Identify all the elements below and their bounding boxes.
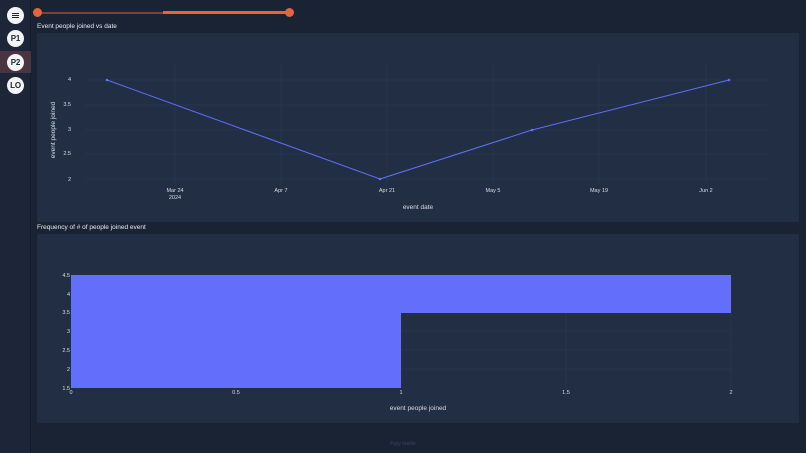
- menu-button[interactable]: [0, 4, 31, 26]
- bar-chart-y-ticks: 4.5 4 3.5 3 2.5 2 1.5: [62, 273, 70, 392]
- nav-p1-label: P1: [7, 29, 24, 47]
- svg-text:0.5: 0.5: [232, 390, 240, 396]
- svg-text:3: 3: [68, 127, 71, 133]
- line-series: [106, 79, 730, 180]
- nav-p2-label: P2: [7, 53, 24, 71]
- slider-handle-start[interactable]: [33, 8, 42, 17]
- svg-text:0: 0: [69, 390, 72, 396]
- line-chart-y-axis-title: event people joined: [50, 101, 57, 158]
- svg-text:3.5: 3.5: [62, 310, 70, 316]
- line-chart-title: Event people joined vs date: [37, 23, 117, 30]
- line-chart-x-ticks: Mar 24 2024 Apr 7 Apr 21 May 5 May 19 Ju…: [166, 188, 712, 201]
- sidebar: P1 P2 LO: [0, 0, 31, 453]
- svg-text:1: 1: [399, 390, 402, 396]
- bar-chart-title: Frequency of # of people joined event: [37, 224, 146, 231]
- bar-bin-3.5-4.5: [71, 275, 731, 313]
- nav-p2-button[interactable]: P2: [0, 51, 31, 73]
- nav-lo-button[interactable]: LO: [0, 74, 31, 96]
- slider-handle-end[interactable]: [285, 8, 294, 17]
- svg-text:3.5: 3.5: [63, 102, 71, 108]
- bar-chart[interactable]: 4.5 4 3.5 3 2.5 2 1.5 0 0.5 1 1.5 2 even…: [37, 234, 799, 423]
- line-chart-panel: 4 3.5 3 2.5 2 Mar 24 2024 Apr 7 Apr 21 M…: [37, 33, 799, 222]
- svg-text:Mar 24: Mar 24: [166, 188, 183, 194]
- slider-selected-range: [163, 11, 289, 14]
- svg-text:Apr 7: Apr 7: [274, 188, 287, 194]
- bar-chart-x-axis-title: event people joined: [390, 405, 447, 412]
- date-range-slider[interactable]: [33, 8, 294, 17]
- line-chart-x-axis-title: event date: [403, 204, 434, 211]
- line-chart[interactable]: 4 3.5 3 2.5 2 Mar 24 2024 Apr 7 Apr 21 M…: [37, 33, 799, 222]
- line-series-markers: [105, 78, 731, 181]
- bar-chart-panel: 4.5 4 3.5 3 2.5 2 1.5 0 0.5 1 1.5 2 even…: [37, 234, 799, 423]
- nav-p1-button[interactable]: P1: [0, 27, 31, 49]
- line-chart-y-ticks: 4 3.5 3 2.5 2: [63, 77, 71, 183]
- svg-text:2: 2: [67, 367, 70, 373]
- svg-text:4.5: 4.5: [62, 273, 70, 279]
- svg-text:2: 2: [729, 390, 732, 396]
- svg-text:Jun 2: Jun 2: [699, 188, 712, 194]
- svg-text:2024: 2024: [169, 195, 181, 201]
- svg-text:4: 4: [67, 292, 70, 298]
- footer-text: Fyyy Inside: [390, 441, 416, 447]
- svg-text:1.5: 1.5: [62, 386, 70, 392]
- svg-text:2.5: 2.5: [62, 348, 70, 354]
- svg-text:May 5: May 5: [486, 188, 501, 194]
- menu-icon: [7, 6, 24, 24]
- svg-text:2.5: 2.5: [63, 151, 71, 157]
- svg-text:May 19: May 19: [590, 188, 608, 194]
- svg-text:3: 3: [67, 329, 70, 335]
- bar-chart-x-ticks: 0 0.5 1 1.5 2: [69, 390, 732, 396]
- nav-lo-label: LO: [7, 76, 24, 94]
- svg-text:4: 4: [68, 77, 71, 83]
- line-chart-gridlines: [85, 63, 767, 183]
- bar-bin-1.5-3.5: [71, 313, 401, 388]
- svg-text:1.5: 1.5: [562, 390, 570, 396]
- svg-text:2: 2: [68, 177, 71, 183]
- svg-text:Apr 21: Apr 21: [379, 188, 395, 194]
